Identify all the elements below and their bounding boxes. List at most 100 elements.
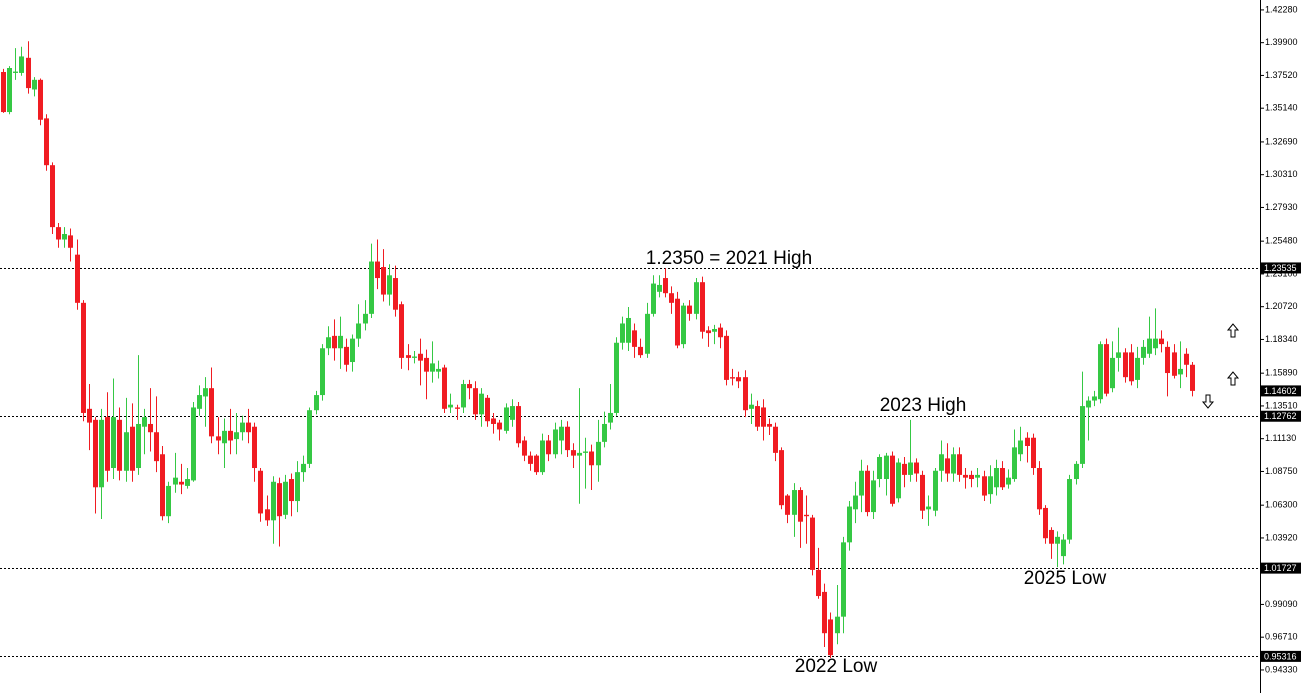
candle-body xyxy=(540,440,545,473)
y-tick-label: 0.96710 xyxy=(1265,632,1298,642)
candle-body xyxy=(847,506,852,543)
candle-body xyxy=(320,348,325,396)
candle-body xyxy=(252,426,257,469)
y-tick-label: 1.08750 xyxy=(1265,466,1298,476)
y-tick-label: 1.42280 xyxy=(1265,4,1298,14)
candle-body xyxy=(614,342,619,413)
candle-body xyxy=(356,323,361,339)
candle-body xyxy=(1135,357,1140,380)
candle-body xyxy=(816,569,821,597)
level-label: 1.01727 xyxy=(1264,563,1297,573)
candles xyxy=(1,41,1195,658)
candle-body xyxy=(1074,463,1079,480)
candle-body xyxy=(344,346,349,365)
candle-body xyxy=(38,79,43,120)
current-price-label: 1.14602 xyxy=(1264,386,1297,396)
candle-body xyxy=(228,430,233,441)
candle-body xyxy=(767,423,772,427)
annotation: 2022 Low xyxy=(795,656,878,677)
candle-body xyxy=(375,261,380,279)
candle-body xyxy=(32,79,37,90)
candle-body xyxy=(608,412,613,423)
candle-body xyxy=(1092,396,1097,401)
candle-body xyxy=(271,481,276,521)
candle-body xyxy=(651,283,656,314)
candle-body xyxy=(577,452,582,456)
candle-body xyxy=(718,327,723,338)
annotation: 2025 Low xyxy=(1024,568,1107,589)
candle-body xyxy=(687,305,692,314)
candle-body xyxy=(835,616,840,634)
candle-body xyxy=(197,395,202,409)
candle-body xyxy=(546,440,551,455)
candle-body xyxy=(908,462,913,475)
candle-body xyxy=(399,304,404,358)
candle-body xyxy=(203,388,208,397)
candle-body xyxy=(130,426,135,471)
candle-body xyxy=(191,407,196,481)
candle-body xyxy=(1025,437,1030,446)
candle-body xyxy=(1049,529,1054,544)
candle-body xyxy=(258,470,263,514)
candle-body xyxy=(914,462,919,474)
candle-body xyxy=(381,267,386,295)
candle-body xyxy=(424,357,429,372)
candle-body xyxy=(565,426,570,451)
candle-body xyxy=(111,417,116,469)
candle-body xyxy=(326,337,331,349)
candle-body xyxy=(933,470,938,511)
candle-body xyxy=(884,455,889,480)
level-label: 0.95316 xyxy=(1264,651,1297,661)
candle-body xyxy=(969,474,974,480)
candle-body xyxy=(1159,338,1164,345)
candle-body xyxy=(859,470,864,496)
candle-body xyxy=(1086,400,1091,408)
candle-body xyxy=(951,454,956,474)
level-label: 1.12762 xyxy=(1264,411,1297,421)
y-tick-label: 1.27930 xyxy=(1265,202,1298,212)
candle-body xyxy=(44,118,49,166)
candle-body xyxy=(920,474,925,511)
candle-body xyxy=(957,454,962,475)
candle-body xyxy=(694,282,699,314)
candle-body xyxy=(497,422,502,430)
candle-body xyxy=(1123,352,1128,378)
candle-body xyxy=(369,261,374,314)
candle-body xyxy=(896,462,901,499)
candle-body xyxy=(179,481,184,485)
candle-body xyxy=(160,454,165,517)
y-tick-label: 1.11130 xyxy=(1265,433,1296,443)
candle-body xyxy=(755,406,760,427)
candle-body xyxy=(406,355,411,358)
y-tick-label: 1.37520 xyxy=(1265,70,1298,80)
candle-body xyxy=(528,455,533,464)
y-tick-label: 0.94330 xyxy=(1265,664,1298,674)
candle-body xyxy=(1061,539,1066,557)
candle-body xyxy=(926,506,931,510)
candle-body xyxy=(724,335,729,380)
candle-body xyxy=(785,495,790,515)
candle-body xyxy=(289,479,294,502)
candle-body xyxy=(124,432,129,471)
annotation: 2023 High xyxy=(880,395,967,416)
candle-body xyxy=(982,476,987,496)
candle-body xyxy=(216,436,221,441)
candle-body xyxy=(62,234,67,240)
candle-body xyxy=(663,278,668,294)
candle-body xyxy=(1178,368,1183,375)
candle-body xyxy=(1104,344,1109,394)
arrow-up xyxy=(1226,323,1240,338)
candle-body xyxy=(700,282,705,332)
candle-body xyxy=(522,440,527,456)
candle-body xyxy=(418,353,423,361)
candle-body xyxy=(467,384,472,389)
candle-body xyxy=(706,330,711,334)
candle-body xyxy=(209,388,214,437)
candle-body xyxy=(553,429,558,455)
y-tick-label: 1.35140 xyxy=(1265,103,1298,113)
candle-body xyxy=(455,407,460,409)
candle-body xyxy=(314,395,319,411)
candle-body xyxy=(988,476,993,495)
candle-body xyxy=(632,330,637,347)
candle-body xyxy=(338,335,343,349)
